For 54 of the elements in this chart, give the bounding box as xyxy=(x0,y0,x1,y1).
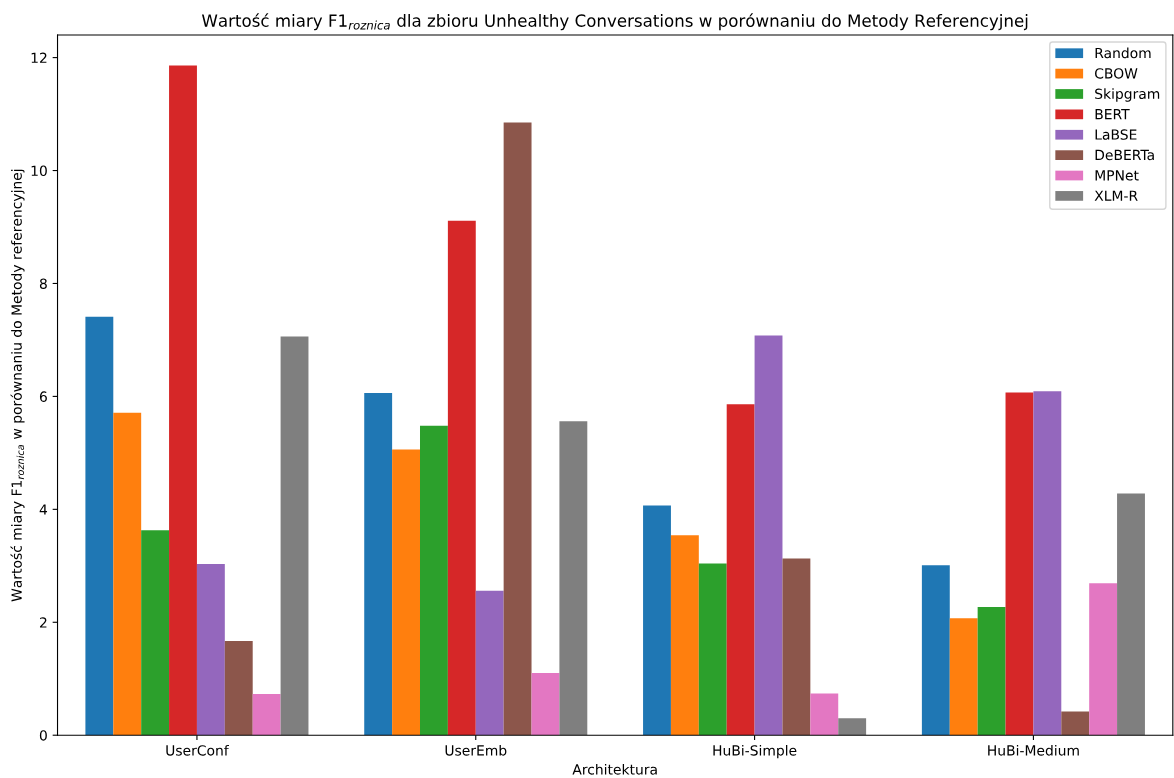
bar xyxy=(85,316,114,736)
bar xyxy=(726,404,755,736)
x-axis-title: Architektura xyxy=(572,763,657,775)
bar xyxy=(838,718,867,736)
bar xyxy=(559,421,588,736)
y-tick-label: 4 xyxy=(39,504,48,515)
bar xyxy=(698,563,727,736)
bar xyxy=(1061,711,1090,736)
y-tick-label: 0 xyxy=(39,730,47,741)
bar xyxy=(141,530,170,736)
bar xyxy=(392,449,420,736)
bar xyxy=(810,693,839,736)
y-tick-label: 6 xyxy=(39,391,47,402)
legend-label: Skipgram xyxy=(1095,88,1160,102)
chart-title: Wartość miary F1$_{roznica}$ dla zbioru Unhealthy Conversations w porównaniu do Metody Referencyjnej xyxy=(201,13,1028,31)
bar xyxy=(754,335,783,736)
bar xyxy=(782,558,811,736)
bar xyxy=(196,564,225,736)
x-tick-label: HuBi-Simple xyxy=(713,744,797,759)
bar xyxy=(1033,391,1062,736)
bar xyxy=(252,693,281,736)
bar xyxy=(447,220,476,736)
bar xyxy=(364,393,393,736)
bar xyxy=(280,336,309,736)
bar xyxy=(420,425,448,736)
legend-label: CBOW xyxy=(1095,68,1138,79)
bar xyxy=(949,618,978,736)
legend-label: LaBSE xyxy=(1095,129,1137,140)
bar xyxy=(224,640,253,736)
legend-label: BERT xyxy=(1095,109,1130,120)
y-tick-label: 8 xyxy=(39,278,47,289)
y-tick-label: 2 xyxy=(39,617,47,628)
bar xyxy=(1117,493,1145,736)
bar xyxy=(643,505,671,736)
x-tick-label: HuBi-Medium xyxy=(988,744,1079,756)
y-tick-label: 10 xyxy=(31,165,47,177)
bar xyxy=(113,412,142,736)
bar xyxy=(977,607,1006,736)
bar xyxy=(503,122,532,736)
legend-label: XLM-R xyxy=(1094,190,1138,201)
bar xyxy=(475,590,504,736)
bar xyxy=(531,673,560,736)
bar xyxy=(670,535,699,736)
legend-label: DeBERTa xyxy=(1095,149,1154,161)
y-axis-title: Wartość miary F1$_{roznica}$ w porównaniu do Metody referencyjnej xyxy=(10,169,25,602)
legend-label: MPNet xyxy=(1095,170,1139,181)
x-tick-label: UserConf xyxy=(166,744,229,756)
bar xyxy=(921,565,950,736)
x-tick-label: UserEmb xyxy=(445,744,507,756)
bar xyxy=(1005,392,1034,736)
legend-label: Random xyxy=(1095,47,1151,59)
bar xyxy=(169,65,197,736)
y-tick-label: 12 xyxy=(31,52,47,63)
bar xyxy=(1089,583,1118,736)
